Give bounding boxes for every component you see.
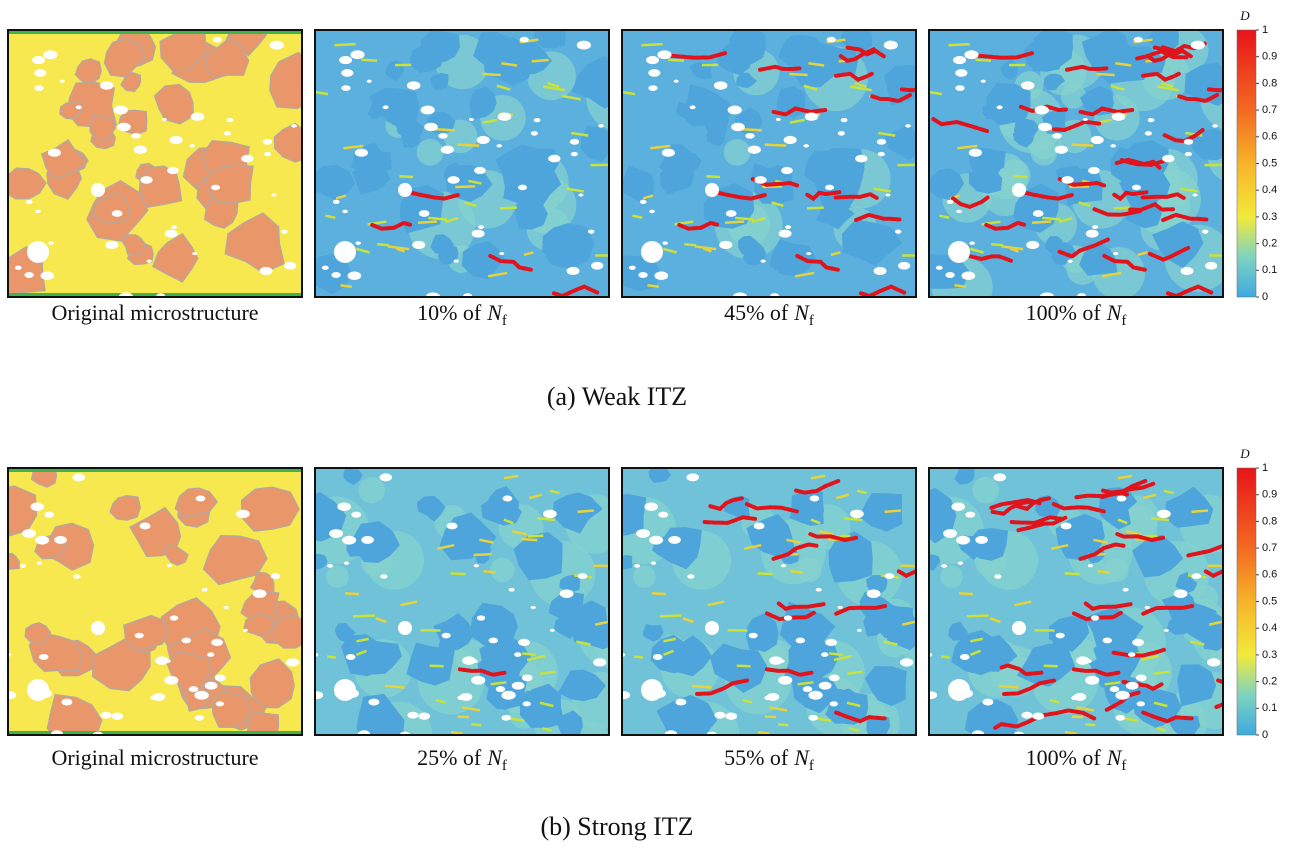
- caption-prefix: 45% of: [724, 300, 789, 325]
- panel-frame: [314, 467, 610, 736]
- colorbar-tick-label: 0.5: [1262, 595, 1277, 607]
- colorbar: [1236, 467, 1257, 736]
- colorbar-tick-label: 0.2: [1262, 676, 1277, 688]
- colorbar-label: D: [1239, 8, 1250, 23]
- caption-subscript: f: [809, 313, 814, 329]
- colorbar-tick-label: 0.5: [1262, 157, 1277, 169]
- caption-prefix: 100% of: [1026, 300, 1102, 325]
- micro-panel: [929, 30, 1223, 297]
- colorbar-tick-label: 0.6: [1262, 569, 1277, 581]
- caption-prefix: 100% of: [1026, 745, 1102, 770]
- panel-frame: [928, 29, 1224, 298]
- caption-subscript: f: [1121, 758, 1126, 774]
- caption-subscript: f: [809, 758, 814, 774]
- colorbar-tick-label: 0.1: [1262, 702, 1277, 714]
- panel-caption: Original microstructure: [51, 745, 258, 770]
- panel-frame: [7, 29, 303, 298]
- caption-prefix: 10% of: [417, 300, 482, 325]
- micro-panel: [8, 30, 302, 297]
- row-caption: (a) Weak ITZ: [547, 382, 687, 411]
- micro-panel: [622, 468, 916, 735]
- micro-panel: [8, 468, 302, 735]
- panel-caption: Original microstructure: [51, 300, 258, 325]
- colorbar: [1236, 29, 1257, 298]
- panel-frame: [621, 29, 917, 298]
- colorbar-tick-label: 0.7: [1262, 542, 1277, 554]
- panel-frame: [621, 467, 917, 736]
- colorbar-tick-label: 0.2: [1262, 238, 1277, 250]
- colorbar-label: D: [1239, 446, 1250, 461]
- row-caption: (b) Strong ITZ: [540, 812, 693, 841]
- colorbar-tick-label: 0.8: [1262, 77, 1277, 89]
- colorbar-tick-label: 0.9: [1262, 51, 1277, 63]
- colorbar-tick-label: 0.1: [1262, 264, 1277, 276]
- colorbar-tick-label: 0.3: [1262, 211, 1277, 223]
- colorbar-tick-label: 0.4: [1262, 622, 1277, 634]
- colorbar-tick-label: 0.8: [1262, 515, 1277, 527]
- caption-prefix: 55% of: [724, 745, 789, 770]
- micro-panel: [622, 30, 916, 297]
- caption-symbol: N: [486, 300, 503, 325]
- caption-prefix: 25% of: [417, 745, 482, 770]
- caption-symbol: N: [793, 745, 810, 770]
- colorbar-tick-label: 1: [1262, 24, 1268, 36]
- panel-frame: [7, 467, 303, 736]
- panel-frame: [314, 29, 610, 298]
- panel-caption: 100% of Nf: [1026, 300, 1127, 329]
- colorbar-tick-label: 0.4: [1262, 184, 1277, 196]
- micro-panel: [315, 30, 609, 297]
- colorbar-tick-label: 0.7: [1262, 104, 1277, 116]
- colorbar-tick-label: 0: [1262, 729, 1268, 741]
- colorbar-tick-label: 0: [1262, 291, 1268, 303]
- caption-symbol: N: [486, 745, 503, 770]
- caption-subscript: f: [502, 313, 507, 329]
- panel-caption: 55% of Nf: [724, 745, 814, 774]
- panel-caption: 100% of Nf: [1026, 745, 1127, 774]
- panel-caption: 25% of Nf: [417, 745, 507, 774]
- caption-subscript: f: [502, 758, 507, 774]
- colorbar-tick-label: 0.9: [1262, 489, 1277, 501]
- micro-panel: [315, 468, 609, 735]
- colorbar-tick-label: 0.6: [1262, 131, 1277, 143]
- colorbar-tick-label: 1: [1262, 462, 1268, 474]
- panel-caption: 45% of Nf: [724, 300, 814, 329]
- colorbar-tick-label: 0.3: [1262, 649, 1277, 661]
- panel-frame: [928, 467, 1224, 736]
- caption-subscript: f: [1121, 313, 1126, 329]
- caption-symbol: N: [1106, 745, 1123, 770]
- caption-symbol: N: [1106, 300, 1123, 325]
- caption-symbol: N: [793, 300, 810, 325]
- panel-caption: 10% of Nf: [417, 300, 507, 329]
- micro-panel: [929, 468, 1223, 735]
